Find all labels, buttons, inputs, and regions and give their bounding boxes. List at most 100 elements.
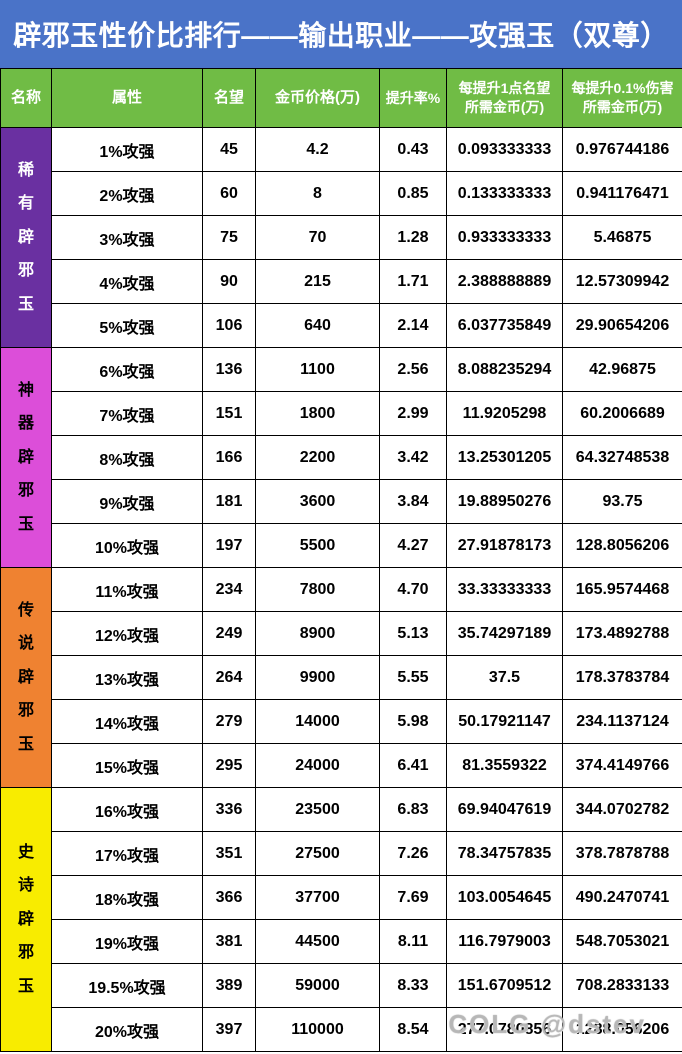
cell-fame: 151 <box>202 391 256 436</box>
header-gold-per-damage: 每提升0.1%伤害 所需金币(万) <box>562 68 682 128</box>
cell-price: 59000 <box>255 963 380 1008</box>
category-cell: 传说辟邪玉 <box>0 567 52 788</box>
category-cell: 史诗辟邪玉 <box>0 787 52 1052</box>
cell-per_fame: 116.7979003 <box>446 919 563 964</box>
cell-per_fame: 35.74297189 <box>446 611 563 656</box>
cell-per_damage: 42.96875 <box>562 347 682 392</box>
cell-attr: 11%攻强 <box>51 567 203 612</box>
cell-price: 3600 <box>255 479 380 524</box>
cell-price: 640 <box>255 303 380 348</box>
cell-per_damage: 5.46875 <box>562 215 682 260</box>
header-fame: 名望 <box>202 68 256 128</box>
cell-per_damage: 64.32748538 <box>562 435 682 480</box>
cell-attr: 1%攻强 <box>51 127 203 172</box>
cell-rate: 2.99 <box>379 391 447 436</box>
cell-rate: 5.98 <box>379 699 447 744</box>
cell-price: 5500 <box>255 523 380 568</box>
cell-per_damage: 548.7053021 <box>562 919 682 964</box>
table-row: 4%攻强 90 215 1.71 2.388888889 12.57309942 <box>1 259 682 304</box>
table-row: 12%攻强 249 8900 5.13 35.74297189 173.4892788 <box>1 611 682 656</box>
cell-attr: 3%攻强 <box>51 215 203 260</box>
cell-rate: 1.28 <box>379 215 447 260</box>
cell-attr: 19.5%攻强 <box>51 963 203 1008</box>
cell-attr: 6%攻强 <box>51 347 203 392</box>
cell-fame: 336 <box>202 787 256 832</box>
cell-per_damage: 12.57309942 <box>562 259 682 304</box>
cell-rate: 4.27 <box>379 523 447 568</box>
cell-rate: 5.13 <box>379 611 447 656</box>
table-row: 20%攻强 397 110000 8.54 277.0780856 1288.056206 <box>1 1007 682 1052</box>
table-row: 神器辟邪玉 6%攻强 136 1100 2.56 8.088235294 42.96875 <box>0 347 682 568</box>
table-row: 7%攻强 151 1800 2.99 11.9205298 60.2006689 <box>1 391 682 436</box>
header-name: 名称 <box>0 68 52 128</box>
cell-per_damage: 29.90654206 <box>562 303 682 348</box>
cell-per_damage: 490.2470741 <box>562 875 682 920</box>
cell-per_damage: 234.1137124 <box>562 699 682 744</box>
cell-rate: 3.84 <box>379 479 447 524</box>
table-row: 17%攻强 351 27500 7.26 78.34757835 378.7878788 <box>1 831 682 876</box>
cell-price: 110000 <box>255 1007 380 1052</box>
table-row: 13%攻强 264 9900 5.55 37.5 178.3783784 <box>1 655 682 700</box>
cell-rate: 7.69 <box>379 875 447 920</box>
table-row: 19.5%攻强 389 59000 8.33 151.6709512 708.283313… <box>1 963 682 1008</box>
cell-per_fame: 11.9205298 <box>446 391 563 436</box>
cell-per_damage: 0.941176471 <box>562 171 682 216</box>
cell-price: 1800 <box>255 391 380 436</box>
cell-attr: 4%攻强 <box>51 259 203 304</box>
cell-rate: 4.70 <box>379 567 447 612</box>
cell-fame: 381 <box>202 919 256 964</box>
header-attribute: 属性 <box>51 68 203 128</box>
cell-fame: 351 <box>202 831 256 876</box>
cell-fame: 264 <box>202 655 256 700</box>
cell-rate: 1.71 <box>379 259 447 304</box>
cell-per_fame: 277.0780856 <box>446 1007 563 1052</box>
cell-fame: 75 <box>202 215 256 260</box>
cell-per_fame: 27.91878173 <box>446 523 563 568</box>
cell-fame: 397 <box>202 1007 256 1052</box>
cell-attr: 19%攻强 <box>51 919 203 964</box>
category-cell: 神器辟邪玉 <box>0 347 52 568</box>
table-row: 9%攻强 181 3600 3.84 19.88950276 93.75 <box>1 479 682 524</box>
cell-price: 215 <box>255 259 380 304</box>
category-label: 史诗辟邪玉 <box>18 843 35 995</box>
cell-fame: 90 <box>202 259 256 304</box>
header-boost-rate: 提升率% <box>379 68 447 128</box>
table-row: 15%攻强 295 24000 6.41 81.3559322 374.4149766 <box>1 743 682 788</box>
cell-per_fame: 13.25301205 <box>446 435 563 480</box>
cell-fame: 166 <box>202 435 256 480</box>
cell-price: 70 <box>255 215 380 260</box>
cell-per_damage: 1288.056206 <box>562 1007 682 1052</box>
header-gold-price: 金币价格(万) <box>255 68 380 128</box>
category-label: 稀有辟邪玉 <box>18 161 35 313</box>
cell-fame: 197 <box>202 523 256 568</box>
cell-per_damage: 93.75 <box>562 479 682 524</box>
cell-rate: 3.42 <box>379 435 447 480</box>
cell-fame: 279 <box>202 699 256 744</box>
cell-per_damage: 374.4149766 <box>562 743 682 788</box>
cell-price: 14000 <box>255 699 380 744</box>
cell-attr: 9%攻强 <box>51 479 203 524</box>
table-row: 10%攻强 197 5500 4.27 27.91878173 128.8056206 <box>1 523 682 568</box>
cell-per_fame: 19.88950276 <box>446 479 563 524</box>
table-row: 8%攻强 166 2200 3.42 13.25301205 64.32748538 <box>1 435 682 480</box>
table-header: 名称 属性 名望 金币价格(万) 提升率% 每提升1点名望 所需金币(万) 每提… <box>0 68 682 128</box>
cell-per_damage: 344.0702782 <box>562 787 682 832</box>
cell-rate: 6.41 <box>379 743 447 788</box>
page-title: 辟邪玉性价比排行——输出职业——攻强玉（双尊） <box>13 20 669 51</box>
cell-per_fame: 81.3559322 <box>446 743 563 788</box>
table-row: 5%攻强 106 640 2.14 6.037735849 29.90654206 <box>1 303 682 348</box>
cell-attr: 7%攻强 <box>51 391 203 436</box>
cell-price: 37700 <box>255 875 380 920</box>
header-gold-per-fame: 每提升1点名望 所需金币(万) <box>446 68 563 128</box>
cell-attr: 18%攻强 <box>51 875 203 920</box>
cell-attr: 17%攻强 <box>51 831 203 876</box>
cell-attr: 2%攻强 <box>51 171 203 216</box>
jade-table: 名称 属性 名望 金币价格(万) 提升率% 每提升1点名望 所需金币(万) 每提… <box>0 68 682 1052</box>
table-row: 19%攻强 381 44500 8.11 116.7979003 548.7053021 <box>1 919 682 964</box>
table-row: 稀有辟邪玉 1%攻强 45 4.2 0.43 0.093333333 0.976744186 <box>0 127 682 348</box>
cell-per_fame: 33.33333333 <box>446 567 563 612</box>
cell-attr: 10%攻强 <box>51 523 203 568</box>
cell-per_damage: 60.2006689 <box>562 391 682 436</box>
table-row: 14%攻强 279 14000 5.98 50.17921147 234.1137124 <box>1 699 682 744</box>
